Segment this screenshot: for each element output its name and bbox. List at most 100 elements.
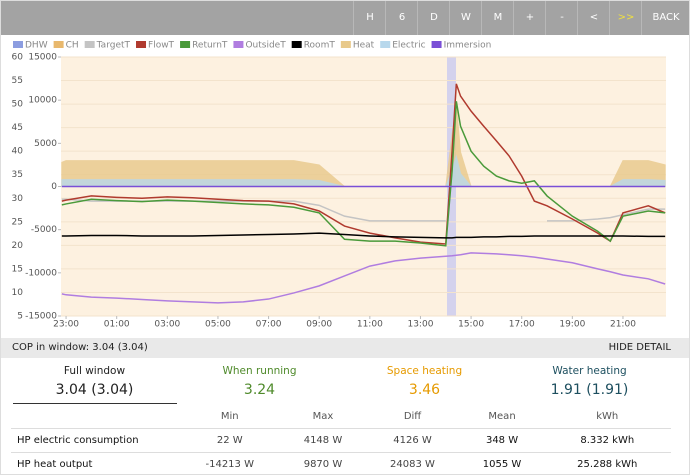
legend-label: TargetT xyxy=(96,41,131,51)
x-tick-label: 23:00 xyxy=(53,320,79,330)
legend-label: RoomT xyxy=(304,41,336,51)
legend-swatch xyxy=(380,41,391,48)
y-tick-label: 45 xyxy=(12,123,23,133)
y-tick-label: 30 xyxy=(12,194,24,204)
summary-item: Space heating 3.46 xyxy=(342,365,507,398)
cop-bar: COP in window: 3.04 (3.04) HIDE DETAIL xyxy=(1,338,689,358)
table-cell: 4148 W xyxy=(281,428,365,453)
header-cell: kWh xyxy=(596,411,619,422)
x-tick-label: 15:00 xyxy=(458,320,484,330)
legend-swatch xyxy=(13,41,23,48)
x-tick-label: 19:00 xyxy=(559,320,585,330)
table-row: HP heat output -14213 W 9870 W 24083 W 1055 … xyxy=(11,452,671,474)
header-cell: Min xyxy=(220,411,239,422)
header-cell xyxy=(11,405,178,429)
hide-detail-button[interactable]: HIDE DETAIL xyxy=(608,342,671,353)
x-tick-label: 13:00 xyxy=(407,320,433,330)
summary-item: Full window 3.04 (3.04) xyxy=(12,365,177,398)
y-tick-label: 40 xyxy=(12,147,24,157)
toolbar-button[interactable]: W xyxy=(449,1,482,35)
x-tick-label: 07:00 xyxy=(256,320,282,330)
legend-label: CH xyxy=(66,41,79,51)
table-cell: HP heat output xyxy=(11,452,178,474)
toolbar-button[interactable]: - xyxy=(545,1,578,35)
line xyxy=(61,252,666,304)
y2-tick-label: 10000 xyxy=(28,96,57,106)
legend-swatch xyxy=(233,41,244,48)
legend-label: OutsideT xyxy=(245,41,286,51)
toolbar-button[interactable]: BACK xyxy=(641,1,689,35)
summary-label: Water heating xyxy=(552,365,627,377)
legend-swatch xyxy=(84,41,95,48)
toolbar-button[interactable]: 6 xyxy=(385,1,418,35)
legend-swatch xyxy=(431,41,442,48)
y2-tick-label: -5000 xyxy=(31,225,57,235)
table-header: Min Max Diff Mean kWh xyxy=(11,405,671,429)
legend-swatch xyxy=(340,41,351,48)
x-tick-label: 11:00 xyxy=(357,320,383,330)
summary-value: 3.24 xyxy=(243,382,276,398)
table-cell: 8.332 kWh xyxy=(543,428,671,453)
detail-table: Min Max Diff Mean kWh HP electric consumption… xyxy=(11,405,671,474)
table-cell: 9870 W xyxy=(281,452,365,474)
summary-value: 1.91 (1.91) xyxy=(550,382,629,398)
y2-tick-label: 15000 xyxy=(28,53,57,63)
table-cell: 4126 W xyxy=(364,428,461,453)
table-cell: 24083 W xyxy=(364,452,461,474)
legend-swatch xyxy=(291,41,302,48)
table-cell: 1055 W xyxy=(460,452,544,474)
x-tick-label: 17:00 xyxy=(509,320,535,330)
table-cell: HP electric consumption xyxy=(11,428,178,453)
legend-label: Heat xyxy=(353,41,375,51)
y-tick-label: 35 xyxy=(12,170,23,180)
table-cell: -14213 W xyxy=(178,452,282,474)
toolbar-button[interactable]: >> xyxy=(609,1,642,35)
x-tick-label: 21:00 xyxy=(610,320,636,330)
underline xyxy=(13,403,177,404)
toolbar-button[interactable]: < xyxy=(577,1,610,35)
cop-text: COP in window: 3.04 (3.04) xyxy=(12,342,148,353)
y2-tick-label: 5000 xyxy=(34,139,57,149)
table-cell: 22 W xyxy=(178,428,282,453)
y-tick-label: 20 xyxy=(12,241,24,251)
summary-value: 3.46 xyxy=(408,382,441,398)
summary-value: 3.04 (3.04) xyxy=(55,382,134,398)
legend-label: ReturnT xyxy=(192,41,228,51)
table-cell: 348 W xyxy=(460,428,544,453)
table-cell: 25.288 kWh xyxy=(543,452,671,474)
legend-swatch xyxy=(180,41,191,48)
toolbar: H 6 D W M + - < >> BACK xyxy=(1,1,689,35)
legend-label: Immersion xyxy=(444,41,492,51)
toolbar-button[interactable]: + xyxy=(513,1,546,35)
x-tick-label: 09:00 xyxy=(306,320,332,330)
y-tick-label: 5 xyxy=(17,312,23,322)
toolbar-button[interactable]: H xyxy=(353,1,386,35)
line xyxy=(61,101,666,247)
header-cell: Max xyxy=(312,411,334,422)
legend-swatch xyxy=(136,41,147,48)
y-tick-label: 25 xyxy=(12,217,23,227)
y-tick-label: 10 xyxy=(12,288,24,298)
summary-item: When running 3.24 xyxy=(177,365,342,398)
summary-label: Full window xyxy=(63,365,126,377)
x-tick-label: 05:00 xyxy=(205,320,231,330)
summary-label: Space heating xyxy=(386,365,463,377)
x-tick-label: 01:00 xyxy=(104,320,130,330)
line xyxy=(61,232,666,239)
header-cell: Mean xyxy=(488,411,516,422)
toolbar-button[interactable]: M xyxy=(481,1,514,35)
chart: 5 10 15 20 25 30 35 40 45 50 55 60 -15000 -10000 -5000… xyxy=(12,41,666,330)
summary-item: Water heating 1.91 (1.91) xyxy=(507,365,672,398)
toolbar-button[interactable]: D xyxy=(417,1,450,35)
y2-tick-label: 0 xyxy=(51,182,57,192)
y-tick-label: 60 xyxy=(12,53,24,63)
legend-label: FlowT xyxy=(148,41,175,51)
y-tick-label: 15 xyxy=(12,264,23,274)
y2-tick-label: -10000 xyxy=(25,268,57,278)
header-cell: Diff xyxy=(403,411,422,422)
summary-label: When running xyxy=(222,365,297,377)
x-tick-label: 03:00 xyxy=(154,320,180,330)
legend-swatch xyxy=(53,41,64,48)
